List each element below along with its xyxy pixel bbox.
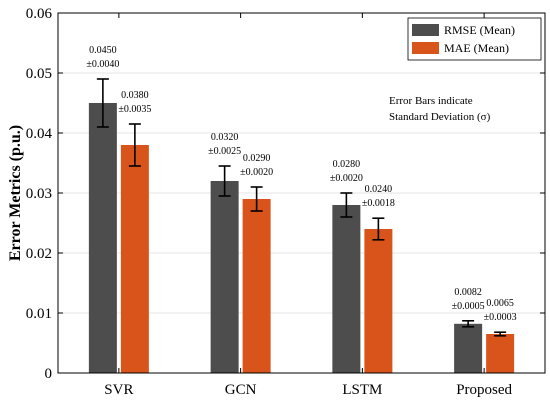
data-label-value: 0.0290 [243, 153, 271, 164]
annotation-line-1: Error Bars indicate [389, 95, 473, 107]
y-tick-label: 0.01 [26, 306, 52, 322]
error-bars [96, 78, 507, 337]
y-tick-label: 0.06 [26, 6, 53, 22]
bar [242, 199, 271, 373]
bar [486, 334, 515, 373]
bar [120, 145, 149, 373]
data-label-error: ±0.0018 [362, 198, 395, 209]
data-label-error: ±0.0020 [330, 173, 363, 184]
annotation-line-2: Standard Deviation (σ) [389, 111, 491, 123]
x-tick-label: LSTM [342, 382, 382, 398]
data-label-value: 0.0082 [454, 287, 482, 298]
y-tick-label: 0.03 [26, 186, 52, 202]
y-axis-ticks: 0 0.01 0.02 0.03 0.04 0.05 0.06 [26, 6, 545, 382]
x-tick-label: SVR [104, 382, 133, 398]
legend-label-mae: MAE (Mean) [444, 41, 509, 55]
bar-series [88, 103, 515, 373]
data-label-value: 0.0280 [333, 159, 361, 170]
data-label-error: ±0.0025 [208, 146, 241, 157]
data-labels: 0.0450±0.00400.0380±0.00350.0320±0.00250… [86, 45, 516, 323]
data-label-value: 0.0450 [89, 45, 117, 56]
y-axis-label: Error Metrics (p.u.) [7, 125, 24, 261]
data-label-error: ±0.0003 [484, 312, 517, 323]
data-label-value: 0.0380 [121, 90, 149, 101]
data-label-error: ±0.0020 [240, 167, 273, 178]
data-label-value: 0.0065 [486, 298, 514, 309]
legend-swatch-mae [412, 42, 439, 54]
data-label-error: ±0.0035 [118, 104, 151, 115]
legend-swatch-rmse [412, 24, 439, 36]
bar [454, 323, 483, 373]
x-tick-label: GCN [225, 382, 257, 398]
bar [364, 229, 393, 373]
y-tick-label: 0.04 [26, 126, 53, 142]
data-label-value: 0.0240 [365, 184, 393, 195]
x-axis-ticks: SVR GCN LSTM Proposed [104, 13, 513, 398]
y-tick-label: 0.02 [26, 246, 52, 262]
legend: RMSE (Mean) MAE (Mean) [407, 17, 542, 61]
bar [332, 205, 361, 373]
data-label-value: 0.0320 [211, 132, 239, 143]
x-tick-label: Proposed [456, 382, 512, 398]
bar [210, 181, 239, 373]
y-tick-label: 0 [45, 366, 53, 382]
data-label-error: ±0.0005 [452, 301, 485, 312]
bar [88, 103, 117, 373]
data-label-error: ±0.0040 [86, 59, 119, 70]
legend-label-rmse: RMSE (Mean) [444, 23, 515, 37]
y-tick-label: 0.05 [26, 66, 52, 82]
